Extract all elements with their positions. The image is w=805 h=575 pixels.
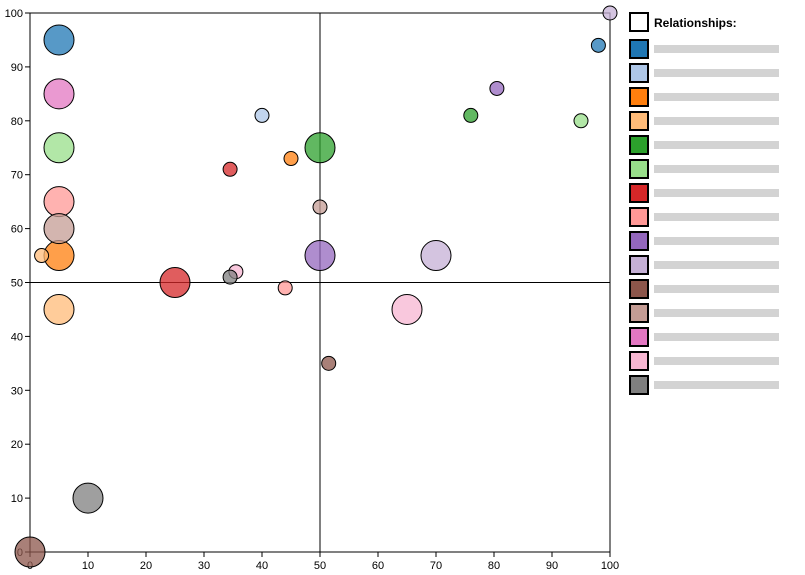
bubble bbox=[43, 186, 75, 218]
x-tick-label: 100 bbox=[601, 560, 619, 572]
y-tick-label: 20 bbox=[11, 439, 23, 451]
legend-label-blurred bbox=[654, 213, 779, 221]
legend-title-swatch bbox=[629, 12, 649, 32]
bubble bbox=[159, 267, 191, 298]
legend-swatch bbox=[629, 135, 649, 155]
bubble bbox=[420, 240, 452, 272]
bubble bbox=[277, 280, 293, 296]
legend-swatch bbox=[629, 39, 649, 59]
legend-swatch bbox=[629, 207, 649, 227]
bubble bbox=[391, 293, 423, 325]
bubble bbox=[489, 80, 505, 96]
y-tick-label: 90 bbox=[11, 62, 23, 74]
bubble bbox=[43, 213, 75, 245]
legend-label-blurred bbox=[654, 189, 779, 197]
x-tick-label: 30 bbox=[198, 560, 210, 572]
legend-label-blurred bbox=[654, 141, 779, 149]
bubble bbox=[43, 78, 75, 110]
legend-label-blurred bbox=[654, 45, 779, 53]
bubble bbox=[222, 161, 238, 177]
bubble bbox=[34, 248, 50, 264]
y-tick-label: 60 bbox=[11, 224, 23, 236]
y-tick-label: 80 bbox=[11, 116, 23, 128]
bubble bbox=[72, 482, 104, 514]
legend-label-blurred bbox=[654, 261, 779, 269]
bubble bbox=[43, 293, 75, 325]
legend-label-blurred bbox=[654, 93, 779, 101]
bubble bbox=[43, 24, 75, 56]
legend-swatch bbox=[629, 159, 649, 179]
bubble bbox=[321, 355, 337, 371]
x-tick-label: 50 bbox=[314, 560, 326, 572]
legend-swatch bbox=[629, 375, 649, 395]
legend-swatch bbox=[629, 279, 649, 299]
legend-swatch bbox=[629, 231, 649, 251]
x-tick-label: 60 bbox=[372, 560, 384, 572]
legend-label-blurred bbox=[654, 309, 779, 317]
legend-swatch bbox=[629, 87, 649, 107]
bubble bbox=[463, 107, 479, 123]
legend-swatch bbox=[629, 255, 649, 275]
legend-label-blurred bbox=[654, 237, 779, 245]
bubble bbox=[304, 132, 336, 164]
x-tick-label: 20 bbox=[140, 560, 152, 572]
bubble bbox=[312, 199, 328, 215]
y-tick-label: 10 bbox=[11, 493, 23, 505]
x-tick-label: 40 bbox=[256, 560, 268, 572]
legend-swatch bbox=[629, 303, 649, 323]
legend-swatch bbox=[629, 63, 649, 83]
y-tick-label: 100 bbox=[5, 8, 23, 20]
bubble bbox=[14, 536, 46, 568]
legend-swatch bbox=[629, 351, 649, 371]
bubble bbox=[283, 151, 299, 167]
y-tick-label: 30 bbox=[11, 385, 23, 397]
legend-label-blurred bbox=[654, 165, 779, 173]
legend-label-blurred bbox=[654, 285, 779, 293]
bubble bbox=[43, 132, 75, 164]
bubble bbox=[590, 37, 606, 53]
bubble bbox=[573, 113, 589, 129]
legend-label-blurred bbox=[654, 333, 779, 341]
bubble bbox=[254, 107, 270, 123]
legend-label-blurred bbox=[654, 381, 779, 389]
y-tick-label: 70 bbox=[11, 170, 23, 182]
legend-swatch bbox=[629, 327, 649, 347]
legend-swatch bbox=[629, 111, 649, 131]
bubble bbox=[222, 269, 238, 285]
legend-label-blurred bbox=[654, 117, 779, 125]
legend-label-blurred bbox=[654, 357, 779, 365]
y-tick-label: 50 bbox=[11, 278, 23, 290]
legend-title: Relationships: bbox=[654, 16, 737, 30]
bubble bbox=[602, 5, 618, 21]
x-tick-label: 10 bbox=[82, 560, 94, 572]
x-tick-label: 80 bbox=[488, 560, 500, 572]
x-tick-label: 70 bbox=[430, 560, 442, 572]
y-tick-label: 40 bbox=[11, 331, 23, 343]
legend-swatch bbox=[629, 183, 649, 203]
legend-label-blurred bbox=[654, 69, 779, 77]
x-tick-label: 90 bbox=[546, 560, 558, 572]
bubble bbox=[304, 240, 336, 272]
